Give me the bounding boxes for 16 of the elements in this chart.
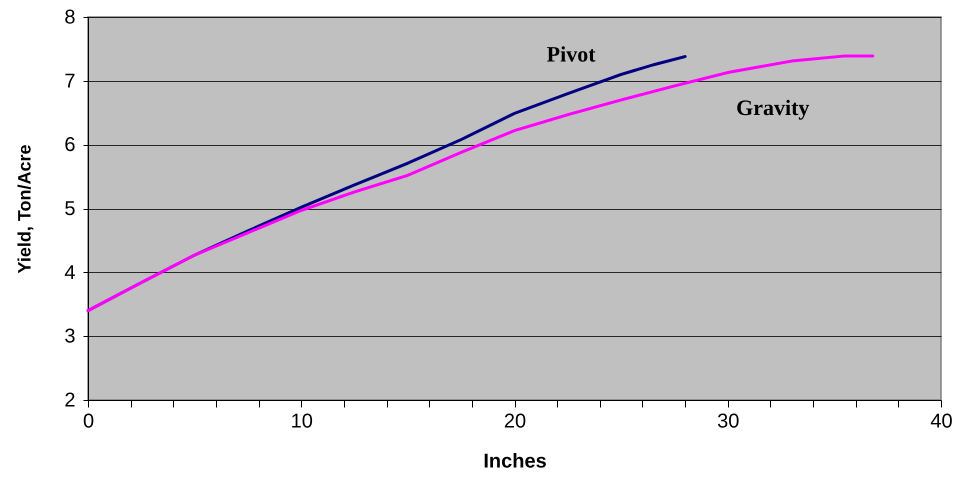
y-tick-label: 8 — [64, 6, 76, 28]
y-tick-label: 3 — [64, 326, 76, 348]
x-tick-label: 30 — [717, 410, 740, 432]
x-tick-label: 20 — [504, 410, 526, 432]
y-axis-title: Yield, Ton/Acre — [14, 144, 34, 274]
y-tick-label: 7 — [64, 70, 76, 92]
y-tick-label: 6 — [64, 134, 76, 156]
x-tick-label: 40 — [930, 410, 953, 432]
y-tick-label: 4 — [64, 262, 76, 284]
y-tick-label: 2 — [64, 390, 76, 412]
x-tick-label: 10 — [290, 410, 313, 432]
x-axis-title: Inches — [483, 450, 547, 472]
y-tick-label: 5 — [64, 198, 76, 220]
series-label: Gravity — [736, 94, 810, 120]
series-label: Pivot — [546, 42, 596, 67]
x-tick-label: 0 — [82, 410, 94, 432]
